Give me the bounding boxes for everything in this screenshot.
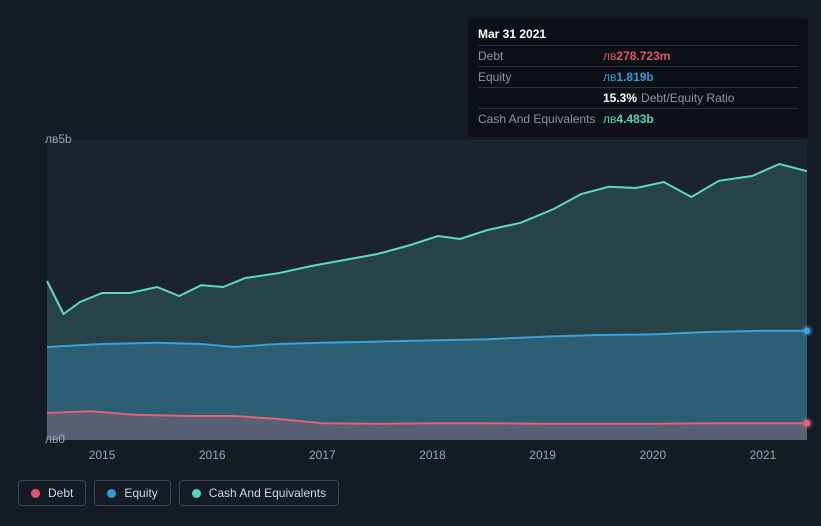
legend-item-equity[interactable]: Equity [94,480,170,506]
chart-plot-area[interactable] [47,140,807,440]
tooltip-row-value: 15.3%Debt/Equity Ratio [603,91,798,105]
y-tick-label: лв0 [45,432,69,446]
legend: Debt Equity Cash And Equivalents [18,480,339,506]
end-marker-debt [801,417,813,429]
end-marker-equity [801,325,813,337]
x-tick-label: 2019 [529,448,556,462]
tooltip-row-value: лв1.819b [603,70,798,84]
x-tick-label: 2017 [309,448,336,462]
tooltip-row-label: Debt [478,49,603,63]
tooltip-row-label [478,91,603,105]
tooltip-row: Debtлв278.723m [478,45,798,66]
legend-item-cash-and-equivalents[interactable]: Cash And Equivalents [179,480,339,506]
x-tick-label: 2021 [750,448,777,462]
legend-item-label: Debt [48,486,73,500]
tooltip-date: Mar 31 2021 [478,27,798,45]
x-tick-label: 2016 [199,448,226,462]
legend-item-label: Cash And Equivalents [209,486,326,500]
legend-item-label: Equity [124,486,157,500]
y-tick-label: лв5b [45,132,69,146]
tooltip-row: Equityлв1.819b [478,66,798,87]
x-tick-label: 2015 [89,448,116,462]
legend-dot-icon [192,489,201,498]
legend-dot-icon [31,489,40,498]
legend-dot-icon [107,489,116,498]
x-tick-label: 2020 [639,448,666,462]
tooltip-row-value: лв278.723m [603,49,798,63]
tooltip-row: 15.3%Debt/Equity Ratio [478,87,798,108]
legend-item-debt[interactable]: Debt [18,480,86,506]
x-axis: 2015 2016 2017 2018 2019 2020 2021 [47,448,807,468]
tooltip-row-label: Equity [478,70,603,84]
chart-container: 2015 2016 2017 2018 2019 2020 2021 лв0 лв5b [17,120,807,475]
x-tick-label: 2018 [419,448,446,462]
